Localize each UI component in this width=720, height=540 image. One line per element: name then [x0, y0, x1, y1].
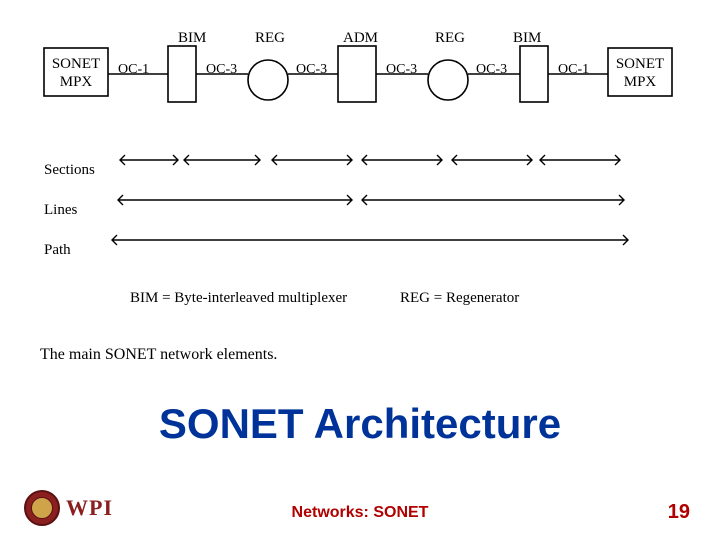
wpi-logo: WPI — [24, 490, 113, 526]
svg-text:MPX: MPX — [624, 74, 657, 90]
wpi-text: WPI — [66, 495, 113, 521]
sonet-diagram: SONET MPX SONET MPX — [0, 0, 720, 400]
page-number: 19 — [668, 501, 690, 524]
wpi-seal-icon — [24, 490, 60, 526]
svg-text:SONET: SONET — [616, 56, 664, 72]
slide-title: SONET Architecture — [0, 400, 720, 448]
svg-text:SONET: SONET — [52, 56, 100, 72]
slide: BIMREGADMREGBIMOC-1OC-3OC-3OC-3OC-3OC-1S… — [0, 0, 720, 540]
svg-text:MPX: MPX — [60, 74, 93, 90]
